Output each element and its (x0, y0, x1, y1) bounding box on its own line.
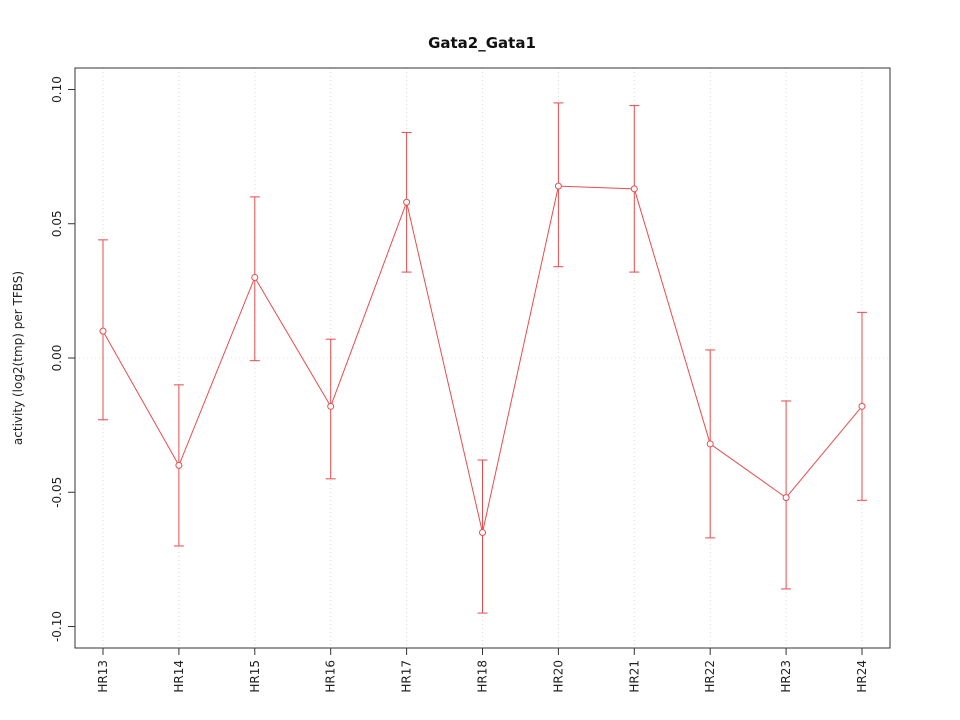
x-tick-label: HR22 (703, 660, 717, 693)
y-axis-label: activity (log2(tmp) per TFBS) (11, 271, 25, 445)
data-point (251, 273, 259, 281)
plot-area: -0.10 -0.05 0.00 0.05 0.10 HR13 HR14 HR15 HR16 HR… (50, 67, 891, 693)
data-point (175, 461, 183, 469)
x-tick-label: HR16 (324, 660, 338, 693)
y-tick-label: 0.10 (50, 76, 64, 103)
x-tick-label: HR17 (400, 660, 414, 693)
data-point (706, 440, 714, 448)
data-point (327, 402, 335, 410)
x-tick-label: HR18 (476, 660, 490, 693)
data-point (782, 494, 790, 502)
x-tick-label: HR20 (551, 660, 565, 693)
x-tick-label: HR21 (627, 660, 641, 693)
data-point (99, 327, 107, 335)
y-tick-label: 0.05 (50, 210, 64, 237)
data-point (403, 198, 411, 206)
chart-title: Gata2_Gata1 (428, 34, 536, 52)
y-tick-label: -0.10 (50, 611, 64, 642)
x-tick-label: HR13 (96, 660, 110, 693)
data-point (554, 182, 562, 190)
y-tick-label: 0.00 (50, 345, 64, 372)
x-tick-label: HR15 (248, 660, 262, 693)
x-tick-label: HR14 (172, 660, 186, 693)
data-point (630, 185, 638, 193)
x-tick-label: HR24 (855, 660, 869, 693)
y-tick-label: -0.05 (50, 477, 64, 508)
x-tick-label: HR23 (779, 660, 793, 693)
data-point (858, 402, 866, 410)
data-point (479, 529, 486, 537)
